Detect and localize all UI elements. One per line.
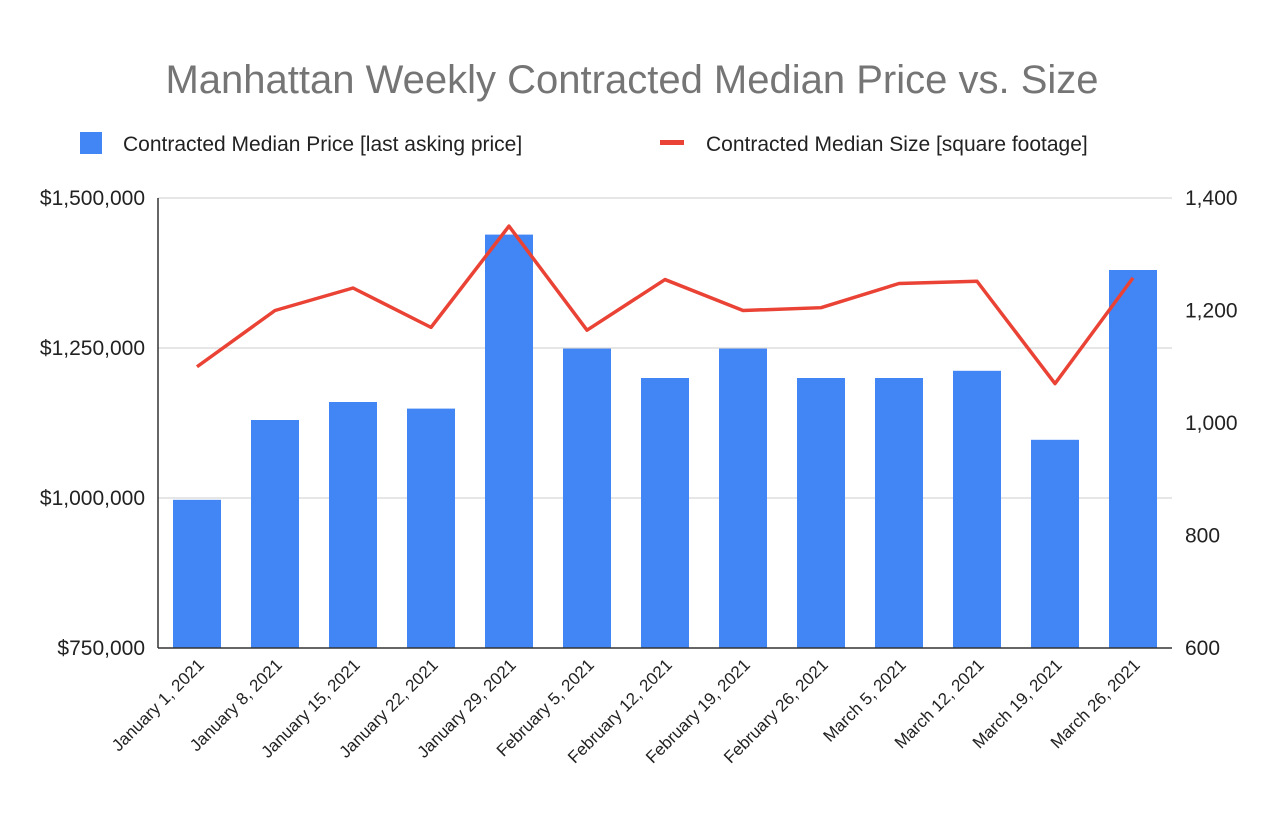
y-tick-label-right: 1,400: [1185, 187, 1238, 210]
legend-swatch-size: [660, 140, 684, 145]
y-tick-label-right: 600: [1185, 637, 1220, 660]
y-tick-label-left: $1,000,000: [40, 487, 145, 510]
bar: [1109, 270, 1157, 648]
size-line: [195, 224, 1135, 386]
y-axis-right-labels: 600 800 1,000 1,200 1,400: [1185, 187, 1238, 660]
bar: [1031, 439, 1079, 648]
price-bars: [173, 234, 1157, 648]
y-tick-label-left: $750,000: [57, 637, 145, 660]
chart-title: Manhattan Weekly Contracted Median Price…: [165, 58, 1098, 102]
bar: [563, 348, 611, 648]
bar: [953, 370, 1001, 648]
bar: [407, 408, 455, 648]
y-tick-label-left: $1,250,000: [40, 337, 145, 360]
y-tick-label-right: 1,200: [1185, 300, 1238, 323]
bar: [329, 402, 377, 648]
legend-label-price: Contracted Median Price [last asking pri…: [123, 133, 522, 156]
bar: [797, 378, 845, 648]
bar: [485, 234, 533, 648]
bar: [719, 348, 767, 648]
y-tick-label-right: 800: [1185, 525, 1220, 548]
bar: [875, 378, 923, 648]
series-line: [195, 224, 1135, 386]
legend-item-size: Contracted Median Size [square footage]: [660, 133, 1088, 156]
legend: Contracted Median Price [last asking pri…: [80, 132, 1088, 156]
y-axis-left-labels: $750,000 $1,000,000 $1,250,000 $1,500,000: [40, 187, 145, 660]
bar: [173, 499, 221, 648]
legend-label-size: Contracted Median Size [square footage]: [706, 133, 1088, 156]
axes: [157, 198, 1172, 649]
bar: [251, 420, 299, 648]
legend-item-price: Contracted Median Price [last asking pri…: [80, 132, 522, 156]
legend-swatch-price: [80, 132, 102, 154]
y-tick-label-left: $1,500,000: [40, 187, 145, 210]
y-tick-label-right: 1,000: [1185, 412, 1238, 435]
bar: [641, 378, 689, 648]
